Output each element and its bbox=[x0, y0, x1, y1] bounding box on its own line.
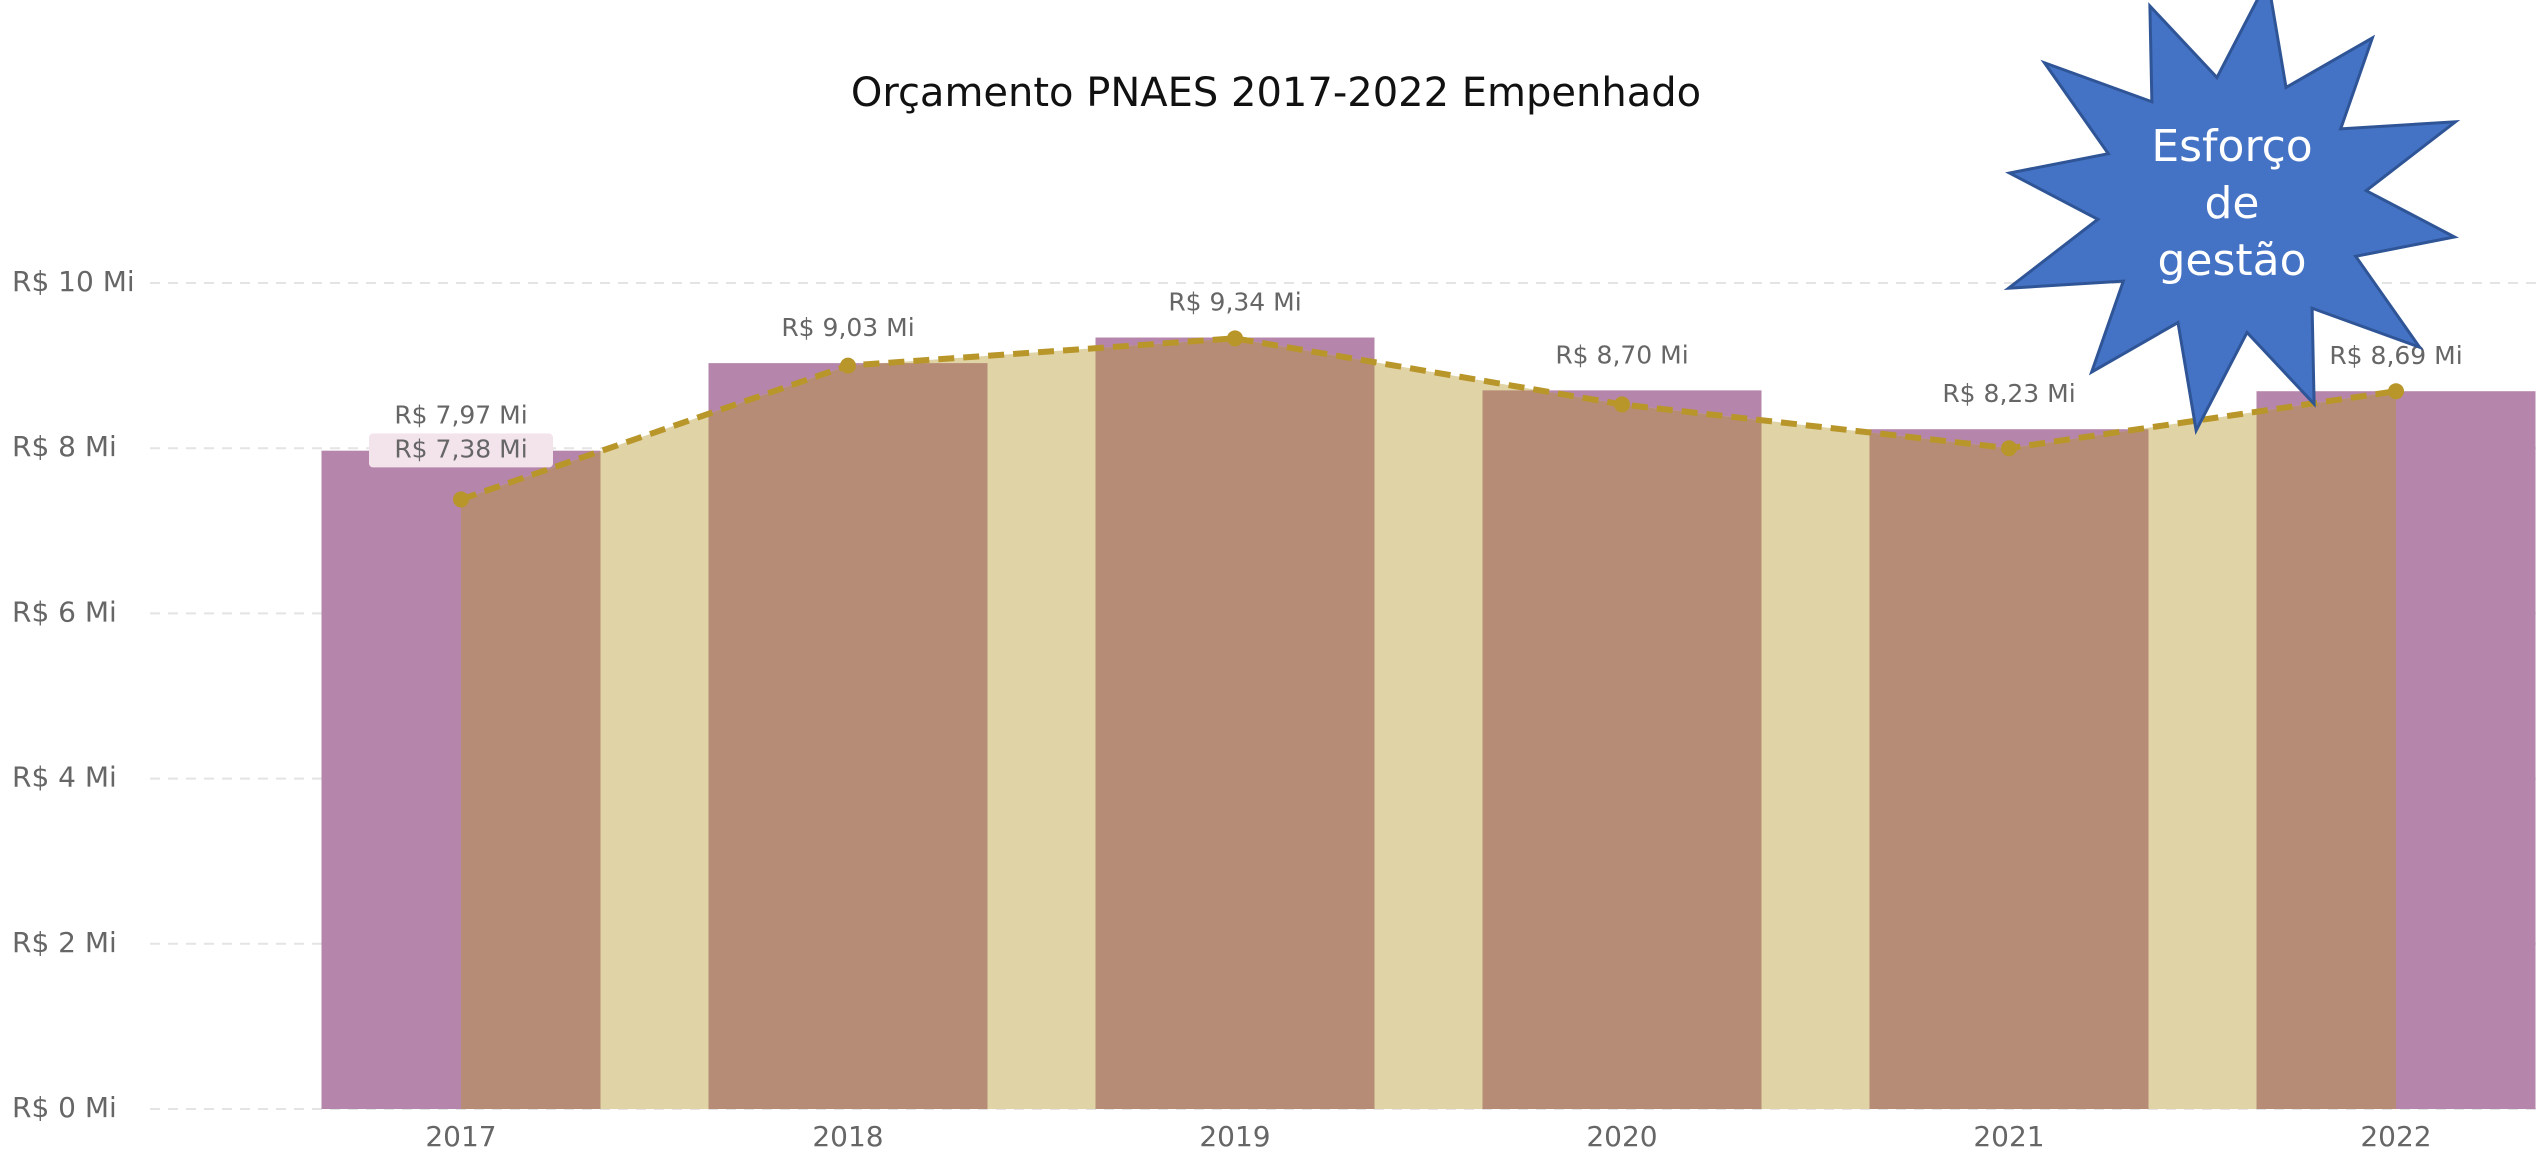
line-point bbox=[1227, 330, 1243, 347]
label-background bbox=[369, 433, 553, 468]
x-tick-label: 2019 bbox=[1199, 1120, 1270, 1153]
line-point bbox=[840, 357, 856, 374]
starburst bbox=[2003, 0, 2461, 436]
line-point bbox=[2001, 440, 2017, 457]
data-label: R$ 9,03 Mi bbox=[781, 313, 914, 342]
data-label: R$ 8,23 Mi bbox=[1942, 379, 2075, 408]
x-tick-label: 2020 bbox=[1586, 1120, 1657, 1153]
y-tick-label: R$ 4 Mi bbox=[12, 761, 117, 794]
data-label: R$ 8,70 Mi bbox=[1555, 340, 1688, 369]
data-label: R$ 7,38 Mi bbox=[394, 434, 527, 463]
y-tick-label: R$ 6 Mi bbox=[12, 595, 117, 628]
y-tick-label: R$ 0 Mi bbox=[12, 1091, 117, 1124]
line-point bbox=[453, 491, 469, 508]
y-tick-label: R$ 2 Mi bbox=[12, 926, 117, 959]
x-tick-label: 2021 bbox=[1973, 1120, 2044, 1153]
data-label: R$ 8,69 Mi bbox=[2329, 341, 2462, 370]
x-tick-label: 2018 bbox=[812, 1120, 883, 1153]
annotation-text: Esforço bbox=[2151, 121, 2312, 172]
line-point bbox=[1614, 396, 1630, 413]
x-tick-label: 2022 bbox=[2360, 1120, 2431, 1153]
annotation-text: de bbox=[2205, 178, 2260, 229]
chart-title: Orçamento PNAES 2017-2022 Empenhado bbox=[851, 70, 1701, 116]
y-tick-label: R$ 10 Mi bbox=[12, 265, 135, 298]
x-tick-label: 2017 bbox=[425, 1120, 496, 1153]
data-label: R$ 9,34 Mi bbox=[1168, 288, 1301, 317]
line-point bbox=[2388, 383, 2404, 400]
y-tick-label: R$ 8 Mi bbox=[12, 430, 117, 463]
data-label: R$ 7,97 Mi bbox=[394, 401, 527, 430]
annotation-text: gestão bbox=[2157, 235, 2306, 286]
